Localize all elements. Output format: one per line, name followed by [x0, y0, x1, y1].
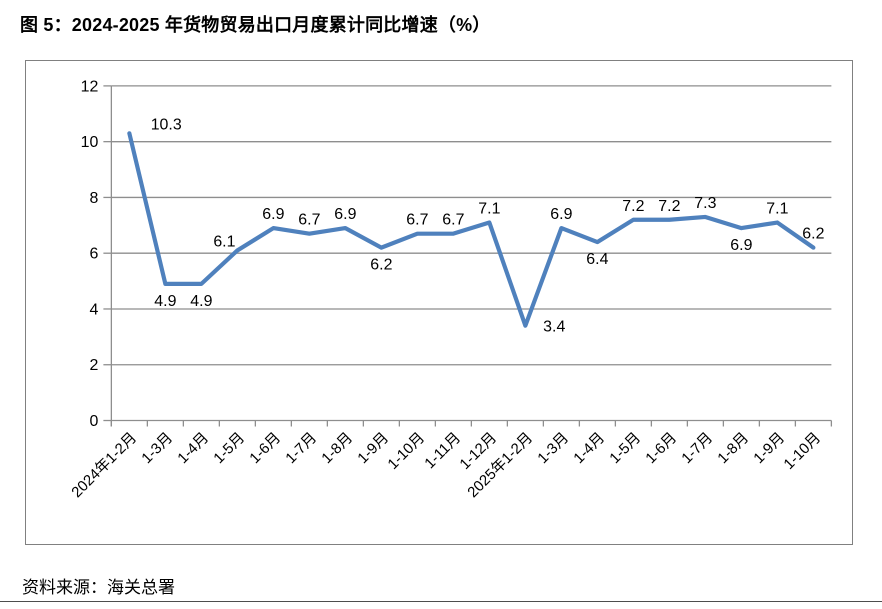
x-tick-label: 1-3月: [138, 429, 176, 467]
data-point-label: 6.1: [213, 233, 235, 250]
x-tick-label: 1-10月: [384, 429, 428, 473]
x-tick-label: 1-6月: [642, 429, 680, 467]
data-point-label: 7.3: [694, 195, 716, 212]
y-tick-label: 8: [90, 190, 99, 207]
data-point-label: 6.9: [334, 206, 356, 223]
data-point-label: 6.9: [550, 206, 572, 223]
data-point-label: 6.2: [802, 226, 824, 243]
line-chart: 0246810122024年1-2月1-3月1-4月1-5月1-6月1-7月1-…: [68, 78, 833, 501]
bottom-divider: [0, 601, 882, 602]
y-tick-label: 6: [90, 246, 99, 263]
data-point-label: 6.9: [730, 237, 752, 254]
data-point-label: 6.4: [586, 251, 608, 268]
x-tick-label: 1-3月: [534, 429, 572, 467]
data-point-label: 7.2: [622, 198, 644, 215]
y-tick-label: 2: [90, 357, 99, 374]
data-point-label: 7.2: [658, 198, 680, 215]
x-tick-label: 2024年1-2月: [68, 429, 140, 501]
figure-title: 图 5：2024-2025 年货物贸易出口月度累计同比增速（%）: [20, 15, 491, 35]
data-point-label: 4.9: [154, 293, 176, 310]
x-tick-label: 1-5月: [606, 429, 644, 467]
data-point-label: 4.9: [190, 293, 212, 310]
data-point-label: 6.9: [262, 206, 284, 223]
data-point-label: 10.3: [151, 116, 182, 133]
series-line: [127, 131, 816, 328]
x-tick-label: 1-8月: [714, 429, 752, 467]
x-tick-label: 1-4月: [570, 429, 608, 467]
y-tick-label: 4: [90, 301, 99, 318]
source-note: 资料来源：海关总署: [22, 578, 175, 597]
y-tick-label: 12: [81, 78, 99, 95]
data-point-label: 7.1: [478, 201, 500, 218]
x-tick-label: 1-5月: [210, 429, 248, 467]
data-point-label: 6.7: [298, 212, 320, 229]
data-point-label: 3.4: [543, 319, 565, 336]
data-point-label: 6.2: [370, 257, 392, 274]
data-point-label: 6.7: [406, 212, 428, 229]
data-point-label: 7.1: [766, 201, 788, 218]
x-tick-label: 1-11月: [421, 429, 464, 472]
x-tick-label: 1-7月: [678, 429, 716, 467]
data-point-label: 6.7: [442, 212, 464, 229]
x-tick-label: 1-4月: [174, 429, 212, 467]
x-tick-label: 1-6月: [246, 429, 284, 467]
x-tick-label: 1-7月: [282, 429, 320, 467]
y-tick-label: 10: [81, 134, 99, 151]
y-tick-label: 0: [90, 413, 99, 430]
x-tick-label: 1-8月: [318, 429, 356, 467]
x-tick-label: 1-10月: [780, 429, 824, 473]
chart-frame: 0 2 4 6 8 10 12 2024年1-2月 1-3月 1-4月 1-5月 1-6月 1-7月 1-…: [25, 60, 853, 545]
